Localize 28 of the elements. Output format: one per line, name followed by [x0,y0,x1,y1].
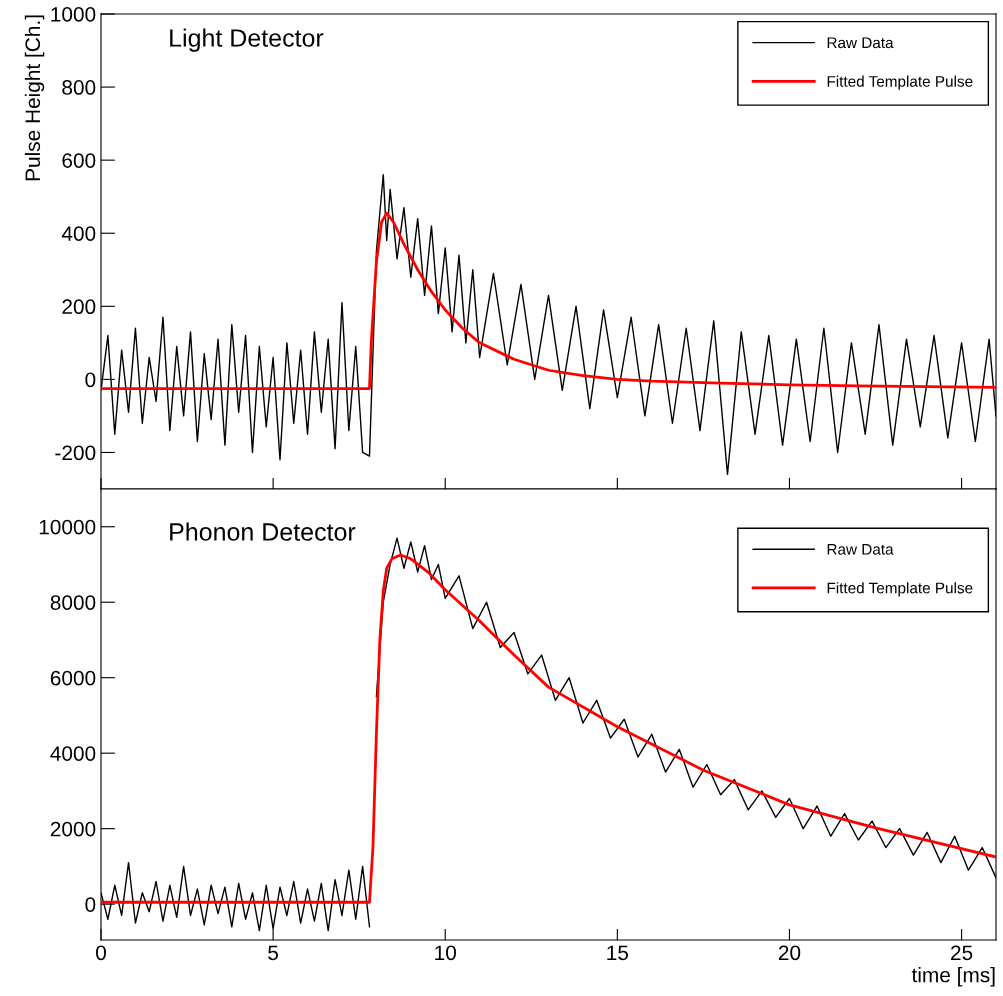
x-tick-label: 25 [951,945,973,961]
y-tick-label: 1000 [51,7,96,22]
y-tick-label: 600 [62,153,96,168]
y-tick-label: 400 [61,226,96,241]
y-tick-label: 0 [85,897,96,912]
y-tick-label: 0 [85,372,96,388]
y-tick-label: 2000 [50,821,96,837]
legend-label: Fitted Template Pulse [827,75,973,90]
x-tick-label: 5 [268,945,279,961]
y-tick-label: 8000 [50,595,96,610]
y-axis-title: Pulse Height [Ch.] [24,15,45,181]
y-tick-label: 200 [62,299,96,315]
y-tick-label: 10000 [39,519,96,535]
y-tick-label: 4000 [50,746,96,761]
x-tick-label: 15 [607,945,629,961]
line-series [101,211,996,390]
x-axis-title: time [ms] [911,967,995,987]
y-tick-label: 800 [62,80,96,95]
y-tick-label: -200 [55,445,96,461]
x-tick-label: 0 [96,945,106,961]
y-tick-label: 6000 [50,670,96,686]
text: Phonon Detector [170,522,356,541]
legend-label: Raw Data [827,37,894,49]
text: Light Detector [170,28,324,52]
x-tick-label: 20 [778,945,801,961]
legend-label: Fitted Template Pulse [827,582,973,597]
legend-label: Raw Data [827,544,894,555]
x-tick-label: 10 [435,945,456,961]
